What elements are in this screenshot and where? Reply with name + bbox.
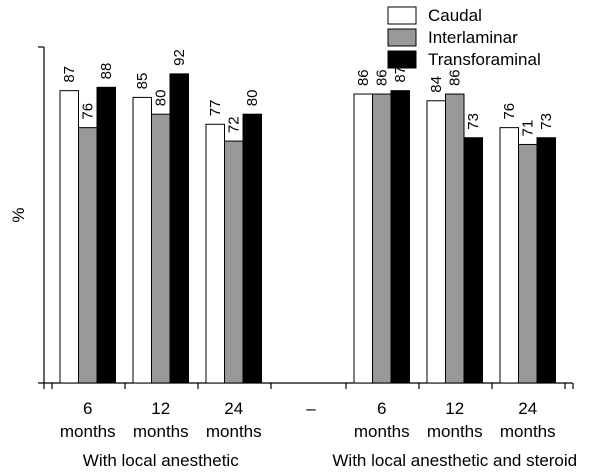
x-group-label: With local anesthetic [83,451,239,467]
bar-interlaminar [224,140,244,384]
data-label: 87 [61,66,78,83]
legend-label: Caudal [428,6,482,25]
data-label: 76 [80,103,97,120]
data-label: 73 [538,113,555,130]
legend-label: Interlaminar [428,28,518,47]
bar-interlaminar [78,127,98,384]
data-label: 86 [374,69,391,86]
bar-caudal [132,96,152,384]
data-label: 85 [134,73,151,90]
x-tick-label-unit: months [133,422,189,441]
x-group-label: With local anesthetic and steroid [332,451,577,467]
x-tick-label-period: 6 [83,399,92,418]
bar-caudal [499,127,519,384]
legend-swatch-interlaminar [387,28,417,47]
y-axis-label: % [9,207,28,222]
x-tick-label-period: 12 [151,399,170,418]
data-label: 71 [520,120,537,137]
x-tick-label-unit: months [427,422,483,441]
x-tick-label-unit: months [60,422,116,441]
data-label: 86 [355,69,372,86]
bar-transforaminal [390,90,410,384]
data-label: 73 [465,113,482,130]
legend-label: Transforaminal [428,50,541,69]
legend-swatch-caudal [387,6,417,25]
data-label: 87 [392,66,409,83]
data-label: 92 [171,49,188,66]
data-label: 80 [244,90,261,107]
bar-transforaminal [536,137,556,384]
bars [59,73,556,384]
data-label: 77 [207,100,224,117]
bar-interlaminar [518,143,538,384]
data-label: 86 [447,69,464,86]
bar-caudal [353,93,373,384]
x-tick-label-period: 24 [518,399,537,418]
bar-caudal [426,100,446,384]
x-tick-label-unit: months [500,422,556,441]
bar-caudal [205,123,225,384]
bar-transforaminal [96,86,116,384]
x-tick-label-period: 24 [224,399,243,418]
data-label: 84 [428,76,445,93]
bar-transforaminal [463,137,483,384]
bar-transforaminal [169,73,189,384]
x-tick-label-unit: months [354,422,410,441]
bar-interlaminar [372,93,392,384]
data-label: 72 [226,116,243,133]
bar-interlaminar [445,93,465,384]
bar-interlaminar [151,113,171,384]
x-tick-label-unit: months [206,422,262,441]
bar-transforaminal [242,113,262,384]
bar-caudal [59,90,79,384]
legend-swatch-transforaminal [387,50,417,69]
x-tick-labels: 6 months 12 months 24 months With local anesth… [60,399,577,470]
data-label: 80 [153,90,170,107]
data-label: 88 [98,63,115,80]
x-tick-label-period: 12 [445,399,464,418]
x-tick-label-period: 6 [377,399,386,418]
data-label: 76 [501,103,518,120]
axes: % [9,46,574,389]
x-separator-label: – [306,399,316,418]
legend: Caudal Interlaminar Transforaminal [387,6,541,69]
